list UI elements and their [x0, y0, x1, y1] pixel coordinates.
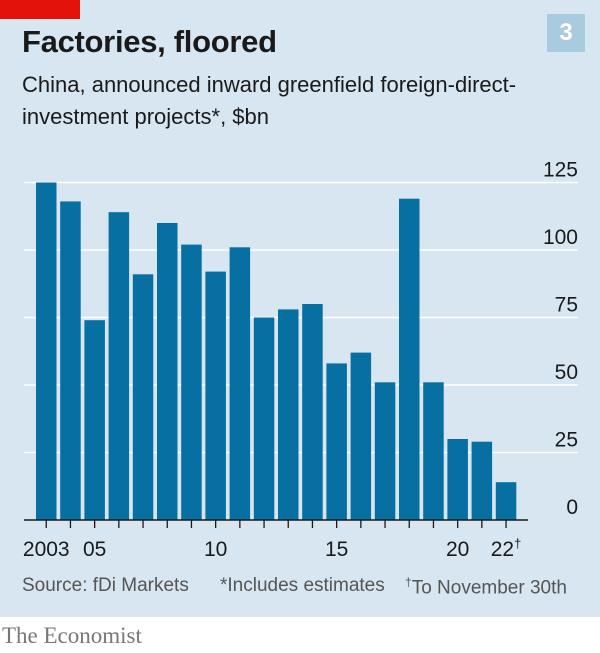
- x-tick-label-05: 05: [83, 538, 106, 561]
- bar-2004: [60, 201, 81, 520]
- bar-2021: [471, 441, 493, 520]
- chart-panel: 3 Factories, floored China, announced in…: [0, 0, 600, 617]
- y-tick-label-75: 75: [555, 294, 578, 317]
- estimates-note: *Includes estimates: [220, 575, 385, 596]
- y-tick-label-25: 25: [555, 429, 578, 452]
- bar-2012: [253, 317, 275, 520]
- bar-2013: [278, 309, 299, 520]
- chart-subtitle: China, announced inward greenfield forei…: [22, 72, 517, 129]
- bar-2007: [132, 274, 154, 520]
- x-tick-label-15: 15: [325, 538, 348, 561]
- chart-number-badge: 3: [547, 14, 585, 52]
- gridlines: [24, 181, 578, 454]
- x-tick-label-2003: 2003: [23, 538, 70, 561]
- economist-logo-text: The Economist: [2, 623, 142, 648]
- bar-chart: 0 25 50 75 100 125 2003 05 10 15 20 22†: [23, 159, 578, 562]
- brand-red-tab: [0, 0, 80, 19]
- bar-2016: [350, 352, 372, 520]
- bar-2011: [229, 247, 251, 521]
- bar-2015: [326, 363, 347, 520]
- bar-2003: [36, 182, 57, 520]
- date-note: †To November 30th: [405, 575, 567, 599]
- bar-2010: [205, 271, 226, 520]
- source-note: Source: fDi Markets: [22, 575, 189, 596]
- y-tick-label-125: 125: [543, 159, 578, 182]
- bar-2006: [108, 212, 130, 520]
- y-tick-label-0: 0: [566, 496, 578, 519]
- bar-2005: [84, 320, 105, 520]
- bar-2009: [181, 244, 202, 520]
- bar-2019: [423, 382, 444, 520]
- bar-2008: [157, 223, 178, 520]
- bar-2014: [302, 304, 323, 520]
- bar-2018: [399, 198, 420, 520]
- y-tick-label-50: 50: [555, 361, 578, 384]
- x-tick-label-22: 22†: [491, 536, 522, 561]
- tick-labels: 0 25 50 75 100 125 2003 05 10 15 20 22†: [23, 159, 578, 562]
- y-tick-label-100: 100: [543, 226, 578, 249]
- bars: [36, 182, 517, 521]
- chart-title: Factories, floored: [22, 24, 277, 59]
- x-tick-label-20: 20: [446, 538, 469, 561]
- x-axis: [24, 519, 528, 528]
- dagger-mark: †: [405, 575, 412, 589]
- bar-2017: [374, 382, 396, 520]
- bar-2022: [495, 482, 517, 520]
- x-tick-label-10: 10: [204, 538, 227, 561]
- date-note-text: To November 30th: [411, 577, 567, 599]
- bar-2020: [447, 439, 468, 520]
